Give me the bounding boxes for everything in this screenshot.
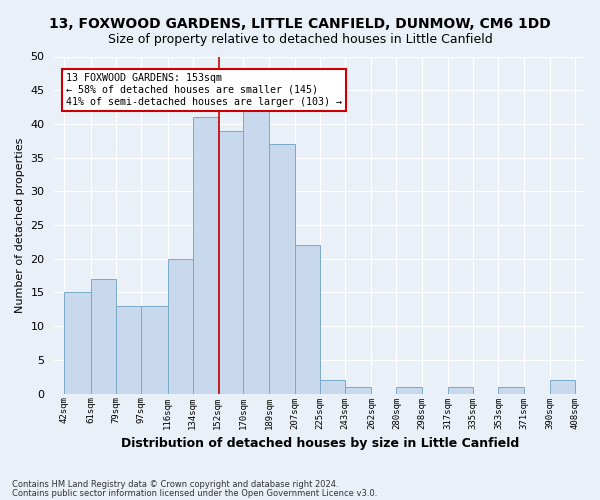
Text: 13, FOXWOOD GARDENS, LITTLE CANFIELD, DUNMOW, CM6 1DD: 13, FOXWOOD GARDENS, LITTLE CANFIELD, DU… [49,18,551,32]
Bar [91,279,116,394]
Bar [243,110,269,394]
Bar [167,259,193,394]
Bar [320,380,345,394]
Bar [345,387,371,394]
Bar [397,387,422,394]
Bar [269,144,295,394]
Bar [141,306,167,394]
Text: 13 FOXWOOD GARDENS: 153sqm
← 58% of detached houses are smaller (145)
41% of sem: 13 FOXWOOD GARDENS: 153sqm ← 58% of deta… [65,74,341,106]
Y-axis label: Number of detached properties: Number of detached properties [15,138,25,313]
Bar [116,306,141,394]
Bar [193,117,218,394]
Bar [448,387,473,394]
Bar [550,380,575,394]
Bar [499,387,524,394]
Bar [64,292,91,394]
Text: Contains HM Land Registry data © Crown copyright and database right 2024.: Contains HM Land Registry data © Crown c… [12,480,338,489]
Text: Contains public sector information licensed under the Open Government Licence v3: Contains public sector information licen… [12,489,377,498]
Bar [218,130,243,394]
Text: Size of property relative to detached houses in Little Canfield: Size of property relative to detached ho… [107,32,493,46]
Bar [295,246,320,394]
X-axis label: Distribution of detached houses by size in Little Canfield: Distribution of detached houses by size … [121,437,519,450]
